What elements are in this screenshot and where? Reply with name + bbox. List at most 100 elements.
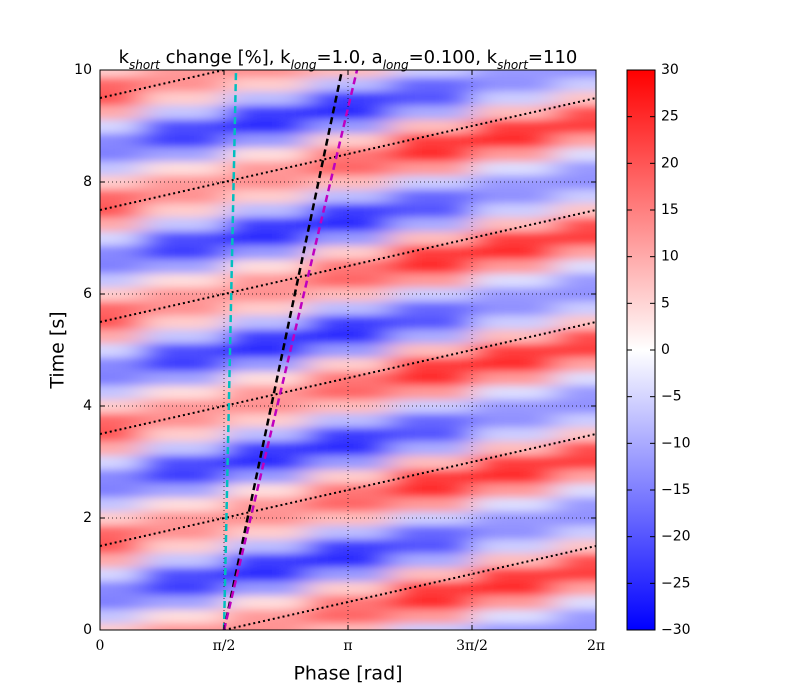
y-tick-label: 0 (83, 622, 92, 638)
field-cell (224, 231, 308, 246)
field-cell (389, 427, 473, 442)
field-cell (306, 525, 390, 540)
field-cell (224, 609, 308, 624)
field-cell (389, 217, 473, 232)
field-cell (306, 161, 390, 176)
field-cell (224, 441, 308, 456)
x-tick-label: π (343, 638, 352, 654)
field-cell (389, 399, 473, 414)
overlay-line (223, 545, 596, 630)
field-cell (100, 189, 142, 204)
field-cell (100, 147, 142, 162)
field-cell (472, 259, 556, 274)
field-cell (306, 469, 390, 484)
title-text: =0.100, k (409, 47, 498, 68)
field-cell (389, 343, 473, 358)
field-cell (472, 175, 556, 190)
field-cell (224, 217, 308, 232)
field-cell (389, 259, 473, 274)
field-cell (141, 469, 225, 484)
title-text: change [%], k (160, 47, 291, 68)
field-cell (141, 567, 225, 582)
field-cell (306, 189, 390, 204)
field-cell (224, 581, 308, 596)
field-cell (100, 441, 142, 456)
field-cell (472, 315, 556, 330)
field-cell (224, 105, 308, 120)
field-cell (224, 77, 308, 92)
field-cell (141, 497, 225, 512)
field-cell (472, 231, 556, 246)
field-cell (224, 273, 308, 288)
field-cell (554, 287, 596, 302)
field-cell (389, 441, 473, 456)
field-cell (389, 133, 473, 148)
field (100, 70, 596, 630)
field-cell (100, 581, 142, 596)
field-cell (141, 595, 225, 610)
field-cell (141, 525, 225, 540)
field-cell (472, 399, 556, 414)
field-cell (100, 469, 142, 484)
field-cell (141, 385, 225, 400)
field-cell (554, 203, 596, 218)
field-cell (224, 301, 308, 316)
field-cell (554, 581, 596, 596)
field-cell (389, 70, 473, 78)
field-cell (554, 175, 596, 190)
field-cell (554, 329, 596, 344)
field-cell (554, 567, 596, 582)
colorbar-label: 30 (661, 62, 679, 78)
field-cell (224, 91, 308, 106)
field-cell (554, 427, 596, 442)
field-cell (141, 581, 225, 596)
field-cell (389, 77, 473, 92)
field-cell (554, 217, 596, 232)
title-subscript: short (497, 58, 529, 72)
field-cell (389, 231, 473, 246)
field-cell (306, 217, 390, 232)
colorbar-label: 15 (661, 202, 679, 218)
field-cell (100, 70, 142, 78)
field-cell (472, 217, 556, 232)
field-cell (554, 259, 596, 274)
colorbar-label: −5 (661, 389, 682, 405)
field-cell (554, 315, 596, 330)
field-cell (100, 497, 142, 512)
field-cell (554, 441, 596, 456)
field-cell (100, 105, 142, 120)
field-cell (306, 133, 390, 148)
field-cell (472, 469, 556, 484)
chart-title: kshort change [%], klong=1.0, along=0.10… (119, 47, 578, 72)
field-cell (554, 77, 596, 92)
field-cell (472, 119, 556, 134)
field-cell (389, 119, 473, 134)
field-cell (224, 147, 308, 162)
field-cell (224, 259, 308, 274)
field-cell (100, 301, 142, 316)
field-cell (389, 147, 473, 162)
field-cell (472, 385, 556, 400)
field-cell (100, 259, 142, 274)
title-subscript: short (129, 58, 161, 72)
field-cell (224, 469, 308, 484)
field-cell (141, 91, 225, 106)
field-cell (100, 77, 142, 92)
overlay (99, 69, 597, 631)
field-cell (472, 357, 556, 372)
field-cell (224, 203, 308, 218)
field-cell (100, 371, 142, 386)
field-cell (141, 245, 225, 260)
field-cell (472, 329, 556, 344)
colorbar-label: 10 (661, 249, 679, 265)
field-cell (100, 623, 142, 630)
field-cell (472, 273, 556, 288)
field-cell (141, 357, 225, 372)
field-cell (306, 77, 390, 92)
overlay-line (222, 70, 359, 630)
field-cell (306, 273, 390, 288)
field-cell (141, 455, 225, 470)
field-cell (389, 105, 473, 120)
field-cell (141, 147, 225, 162)
colorbar-label: 25 (661, 109, 679, 125)
